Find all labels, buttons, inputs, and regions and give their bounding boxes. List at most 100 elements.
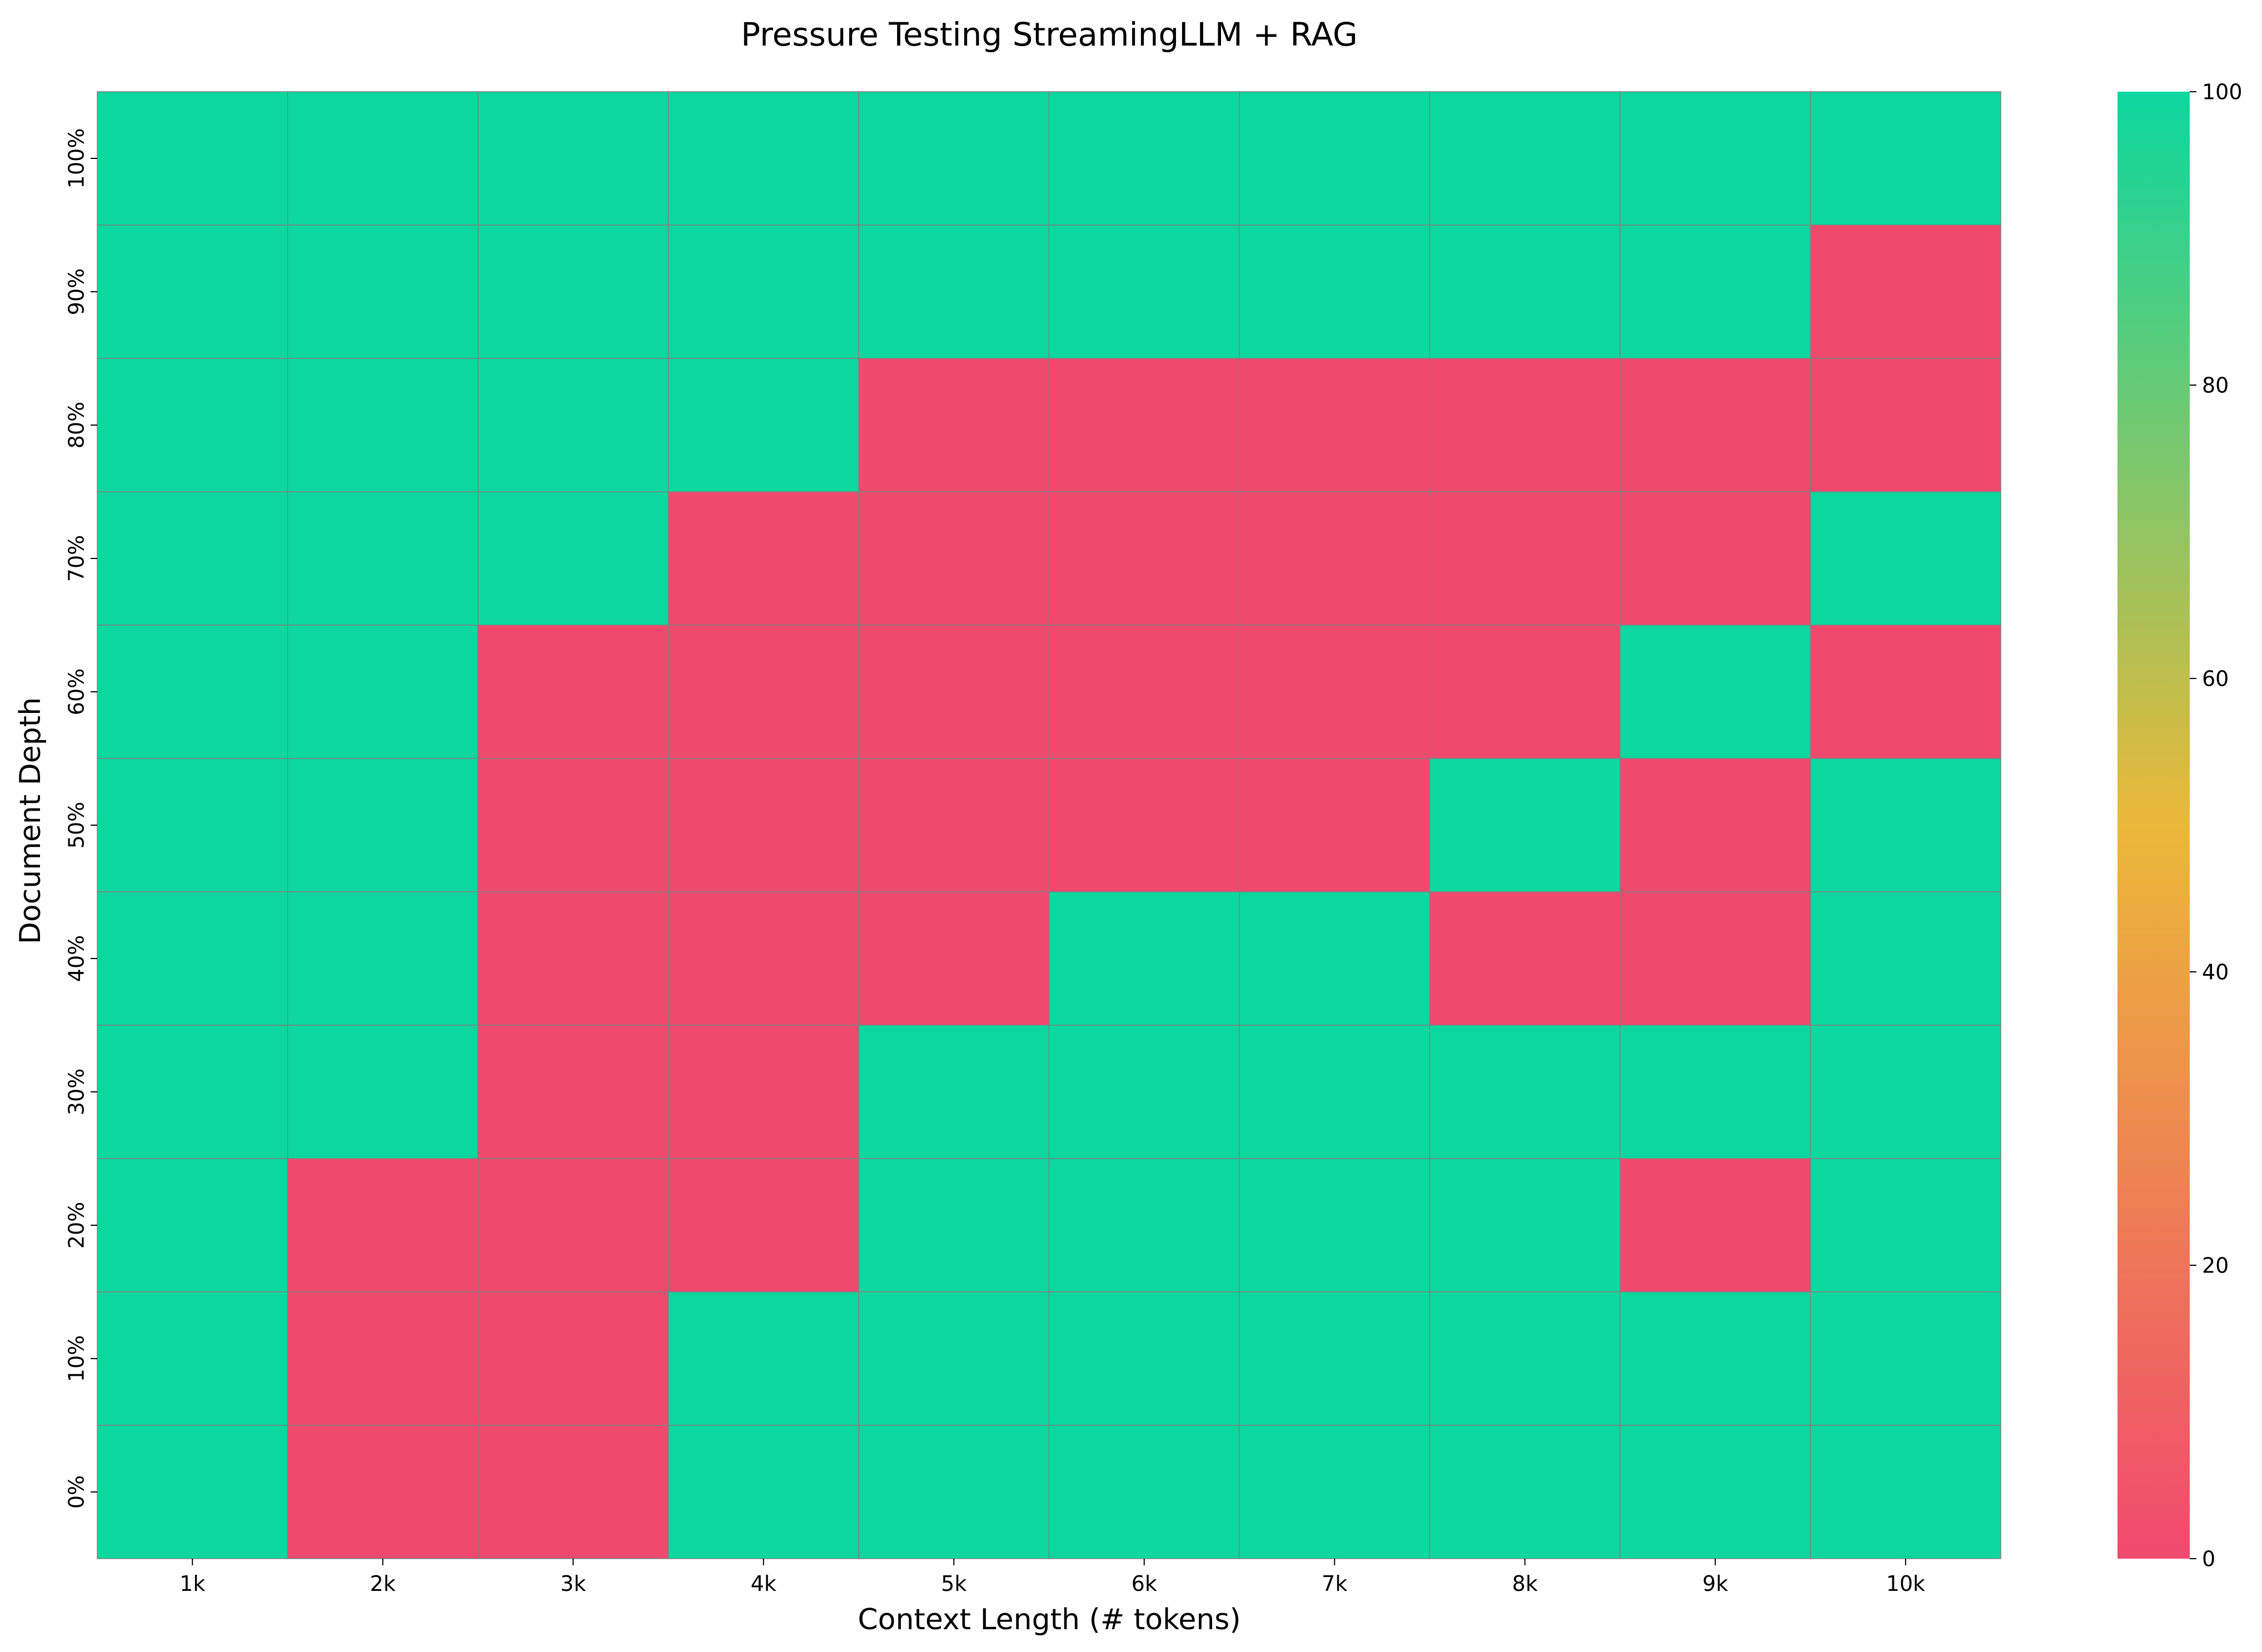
y-tick-label: 20%	[64, 1202, 88, 1249]
x-tick-label: 5k	[941, 1571, 966, 1596]
heatmap-cell-50%-7k	[1239, 758, 1431, 892]
x-axis-label: Context Length (# tokens)	[858, 1603, 1240, 1636]
heatmap-cell-40%-7k	[1239, 891, 1431, 1026]
heatmap-cell-50%-4k	[667, 758, 859, 892]
heatmap-cell-60%-6k	[1048, 625, 1240, 759]
heatmap-cell-80%-9k	[1620, 358, 1811, 492]
y-tick-label: 40%	[64, 935, 88, 982]
heatmap-cell-90%-9k	[1620, 224, 1811, 359]
heatmap-cell-70%-3k	[477, 491, 669, 626]
heatmap-cell-0%-1k	[97, 1425, 288, 1559]
heatmap-cell-30%-1k	[97, 1025, 288, 1159]
heatmap-cell-20%-5k	[858, 1158, 1050, 1292]
colorbar-tick-label: 40	[2202, 960, 2229, 984]
heatmap-cell-10%-3k	[477, 1291, 669, 1426]
heatmap-cell-60%-1k	[97, 625, 288, 759]
y-tick-label: 90%	[64, 268, 88, 315]
heatmap-cell-30%-3k	[477, 1025, 669, 1159]
colorbar-tick-label: 80	[2202, 373, 2229, 397]
heatmap-cell-40%-3k	[477, 891, 669, 1026]
heatmap-cell-20%-2k	[287, 1158, 479, 1292]
heatmap-cell-50%-9k	[1620, 758, 1811, 892]
y-tick-label: 0%	[64, 1475, 88, 1509]
heatmap-cell-40%-6k	[1048, 891, 1240, 1026]
heatmap-cell-20%-4k	[667, 1158, 859, 1292]
heatmap-cell-90%-5k	[858, 224, 1050, 359]
heatmap-cell-20%-1k	[97, 1158, 288, 1292]
heatmap-cell-100%-8k	[1429, 91, 1621, 226]
heatmap-cell-50%-10k	[1810, 758, 2001, 892]
x-tick-label: 6k	[1132, 1571, 1157, 1596]
heatmap-cell-60%-5k	[858, 625, 1050, 759]
heatmap-cell-10%-9k	[1620, 1291, 1811, 1426]
heatmap-cell-70%-9k	[1620, 491, 1811, 626]
heatmap-cell-10%-2k	[287, 1291, 479, 1426]
y-tick-label: 10%	[64, 1335, 88, 1382]
heatmap-cell-0%-2k	[287, 1425, 479, 1559]
x-tick-label: 7k	[1322, 1571, 1347, 1596]
colorbar-tick-label: 20	[2202, 1253, 2229, 1277]
heatmap-cell-100%-6k	[1048, 91, 1240, 226]
heatmap-cell-20%-8k	[1429, 1158, 1621, 1292]
heatmap-cell-60%-2k	[287, 625, 479, 759]
heatmap-cell-50%-3k	[477, 758, 669, 892]
heatmap-cell-30%-7k	[1239, 1025, 1431, 1159]
heatmap-cell-60%-10k	[1810, 625, 2001, 759]
heatmap-cell-50%-8k	[1429, 758, 1621, 892]
x-tick-label: 10k	[1886, 1571, 1925, 1596]
heatmap-cell-100%-1k	[97, 91, 288, 226]
heatmap-cell-80%-2k	[287, 358, 479, 492]
heatmap-cell-60%-4k	[667, 625, 859, 759]
heatmap-cell-30%-5k	[858, 1025, 1050, 1159]
heatmap-cell-20%-7k	[1239, 1158, 1431, 1292]
heatmap-cell-100%-9k	[1620, 91, 1811, 226]
heatmap-cell-80%-1k	[97, 358, 288, 492]
heatmap-cell-10%-7k	[1239, 1291, 1431, 1426]
heatmap-cell-60%-3k	[477, 625, 669, 759]
heatmap-cell-90%-7k	[1239, 224, 1431, 359]
heatmap-cell-50%-5k	[858, 758, 1050, 892]
x-tick-label: 9k	[1702, 1571, 1728, 1596]
heatmap-cell-100%-4k	[667, 91, 859, 226]
heatmap-cell-10%-6k	[1048, 1291, 1240, 1426]
heatmap-cell-40%-9k	[1620, 891, 1811, 1026]
heatmap-cell-20%-3k	[477, 1158, 669, 1292]
y-tick-label: 100%	[64, 128, 88, 189]
heatmap-cell-10%-8k	[1429, 1291, 1621, 1426]
heatmap-cell-40%-10k	[1810, 891, 2001, 1026]
heatmap-cell-40%-4k	[667, 891, 859, 1026]
heatmap-cell-100%-3k	[477, 91, 669, 226]
chart-title: Pressure Testing StreamingLLM + RAG	[741, 16, 1358, 53]
colorbar	[2117, 92, 2190, 1559]
heatmap-cell-50%-6k	[1048, 758, 1240, 892]
heatmap-cell-70%-5k	[858, 491, 1050, 626]
heatmap-cell-90%-10k	[1810, 224, 2001, 359]
heatmap-cell-80%-6k	[1048, 358, 1240, 492]
heatmap-cell-70%-1k	[97, 491, 288, 626]
heatmap-cell-70%-10k	[1810, 491, 2001, 626]
heatmap-cell-0%-9k	[1620, 1425, 1811, 1559]
heatmap-cell-0%-7k	[1239, 1425, 1431, 1559]
colorbar-tick-label: 100	[2202, 79, 2243, 104]
heatmap-cell-70%-8k	[1429, 491, 1621, 626]
heatmap-cell-70%-6k	[1048, 491, 1240, 626]
heatmap-cell-40%-5k	[858, 891, 1050, 1026]
heatmap-cell-90%-1k	[97, 224, 288, 359]
colorbar-tick-label: 0	[2202, 1546, 2215, 1571]
heatmap-cell-70%-4k	[667, 491, 859, 626]
heatmap-cell-60%-7k	[1239, 625, 1431, 759]
y-tick-label: 30%	[64, 1069, 88, 1115]
heatmap-cell-90%-3k	[477, 224, 669, 359]
y-tick-label: 50%	[64, 802, 88, 849]
heatmap-cell-0%-5k	[858, 1425, 1050, 1559]
heatmap-cell-40%-1k	[97, 891, 288, 1026]
heatmap-cell-80%-10k	[1810, 358, 2001, 492]
heatmap-cell-40%-2k	[287, 891, 479, 1026]
x-tick-label: 1k	[180, 1571, 205, 1596]
heatmap-cell-80%-5k	[858, 358, 1050, 492]
heatmap-cell-70%-7k	[1239, 491, 1431, 626]
heatmap-cell-10%-5k	[858, 1291, 1050, 1426]
heatmap-cell-80%-7k	[1239, 358, 1431, 492]
heatmap-cell-80%-4k	[667, 358, 859, 492]
